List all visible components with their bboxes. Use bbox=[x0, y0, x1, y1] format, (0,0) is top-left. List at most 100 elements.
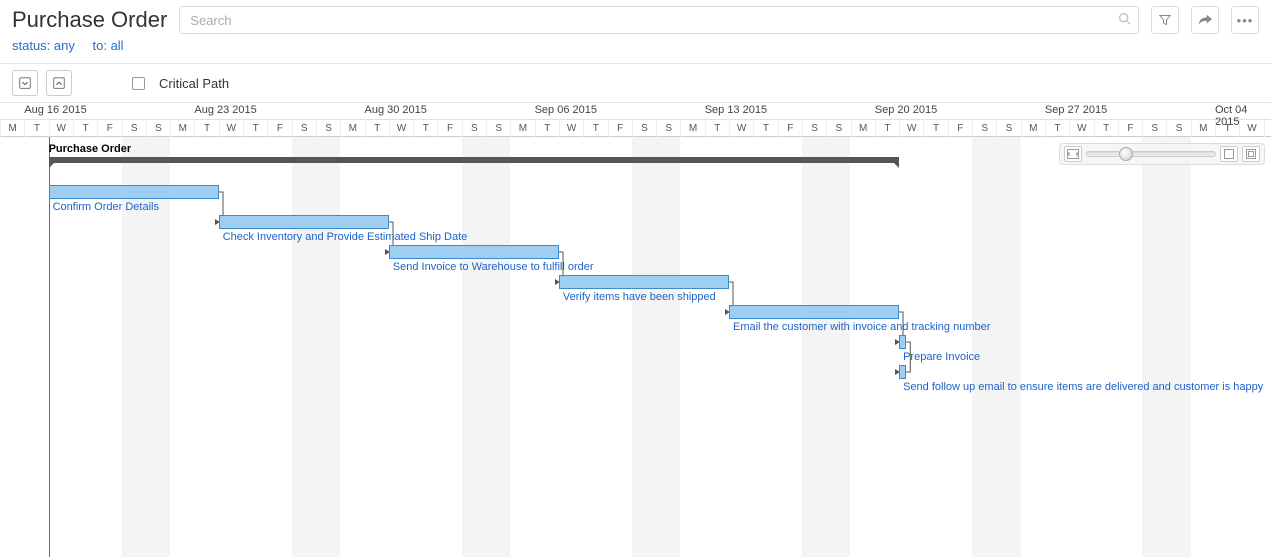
date-header-label: Sep 06 2015 bbox=[535, 104, 597, 116]
day-header-cell: S bbox=[996, 120, 1020, 137]
gantt-timeline: Aug 16 2015 Aug 23 2015 Aug 30 2015 Sep 06 … bbox=[0, 102, 1271, 557]
task-bar[interactable] bbox=[729, 305, 899, 319]
weekend-stripe bbox=[996, 137, 1020, 557]
day-header-cell: W bbox=[219, 120, 243, 137]
task-bar[interactable] bbox=[559, 275, 729, 289]
day-header-cell: T bbox=[413, 120, 437, 137]
day-header-cell: S bbox=[632, 120, 656, 137]
more-button[interactable]: ••• bbox=[1231, 6, 1259, 34]
day-header-cell: F bbox=[778, 120, 802, 137]
day-header-cell: M bbox=[340, 120, 364, 137]
day-header-cell: S bbox=[122, 120, 146, 137]
day-header-cell: S bbox=[972, 120, 996, 137]
task-label: Check Inventory and Provide Estimated Sh… bbox=[223, 231, 468, 243]
task-bar[interactable] bbox=[49, 185, 219, 199]
weekend-stripe bbox=[826, 137, 850, 557]
zoom-expand-button[interactable] bbox=[1242, 146, 1260, 162]
critical-path-checkbox[interactable] bbox=[132, 77, 145, 90]
summary-task-bar[interactable] bbox=[49, 157, 900, 163]
weekend-stripe bbox=[656, 137, 680, 557]
day-header-cell: W bbox=[1069, 120, 1093, 137]
day-header-cell: S bbox=[292, 120, 316, 137]
task-label: Send follow up email to ensure items are… bbox=[903, 381, 1263, 393]
weekend-stripe bbox=[146, 137, 170, 557]
day-header-cell: F bbox=[948, 120, 972, 137]
day-header-cell: S bbox=[146, 120, 170, 137]
collapse-all-button[interactable] bbox=[46, 70, 72, 96]
task-bar[interactable] bbox=[899, 365, 906, 379]
filter-button[interactable] bbox=[1151, 6, 1179, 34]
weekend-stripe bbox=[972, 137, 996, 557]
day-header-cell: M bbox=[0, 120, 24, 137]
today-marker bbox=[49, 137, 50, 557]
day-header-cell: W bbox=[559, 120, 583, 137]
day-header-cell: T bbox=[1094, 120, 1118, 137]
day-header-cell: S bbox=[656, 120, 680, 137]
day-header-cell: S bbox=[1142, 120, 1166, 137]
day-header-cell: W bbox=[1239, 120, 1263, 137]
day-header-cell: T bbox=[243, 120, 267, 137]
page-title: Purchase Order bbox=[12, 7, 167, 33]
weekend-stripe bbox=[316, 137, 340, 557]
weekend-stripe bbox=[122, 137, 146, 557]
task-bar[interactable] bbox=[899, 335, 906, 349]
day-header-cell: M bbox=[510, 120, 534, 137]
day-header-cell: S bbox=[826, 120, 850, 137]
day-header-cell: W bbox=[49, 120, 73, 137]
day-header-cell: T bbox=[875, 120, 899, 137]
day-header-cell: M bbox=[851, 120, 875, 137]
weekend-stripe bbox=[1142, 137, 1166, 557]
day-header-cell: T bbox=[753, 120, 777, 137]
date-header-label: Sep 27 2015 bbox=[1045, 104, 1107, 116]
day-header-cell: F bbox=[1118, 120, 1142, 137]
day-header-cell: T bbox=[194, 120, 218, 137]
weekend-stripe bbox=[1166, 137, 1190, 557]
day-header-cell: F bbox=[608, 120, 632, 137]
share-button[interactable] bbox=[1191, 6, 1219, 34]
critical-path-label: Critical Path bbox=[159, 76, 229, 91]
summary-task-label: Purchase Order bbox=[49, 143, 132, 155]
zoom-fit-button[interactable] bbox=[1064, 146, 1082, 162]
task-bar[interactable] bbox=[219, 215, 389, 229]
zoom-thumb[interactable] bbox=[1119, 147, 1133, 161]
day-header-cell: S bbox=[462, 120, 486, 137]
date-header-label: Sep 13 2015 bbox=[705, 104, 767, 116]
day-header-cell: M bbox=[170, 120, 194, 137]
task-label: Email the customer with invoice and trac… bbox=[733, 321, 990, 333]
day-header-cell: M bbox=[1021, 120, 1045, 137]
task-label: Confirm Order Details bbox=[53, 201, 159, 213]
date-header-label: Aug 30 2015 bbox=[365, 104, 427, 116]
filter-status[interactable]: status: any bbox=[12, 38, 75, 53]
day-header-cell: F bbox=[97, 120, 121, 137]
day-header-cell: T bbox=[1045, 120, 1069, 137]
weekend-stripe bbox=[632, 137, 656, 557]
gantt-body[interactable]: Purchase Order Confirm Order Details Check… bbox=[0, 137, 1271, 557]
day-header-cell: T bbox=[705, 120, 729, 137]
weekend-stripe bbox=[462, 137, 486, 557]
day-header-cell: T bbox=[24, 120, 48, 137]
dates-header-row: Aug 16 2015 Aug 23 2015 Aug 30 2015 Sep 06 … bbox=[0, 103, 1271, 120]
date-header-label: Aug 23 2015 bbox=[194, 104, 256, 116]
day-header-cell: T bbox=[923, 120, 947, 137]
search-icon bbox=[1118, 12, 1131, 28]
day-header-cell: T bbox=[365, 120, 389, 137]
weekend-stripe bbox=[802, 137, 826, 557]
day-header-cell: S bbox=[1166, 120, 1190, 137]
filter-to[interactable]: to: all bbox=[93, 38, 124, 53]
zoom-full-button[interactable] bbox=[1220, 146, 1238, 162]
day-header-cell: W bbox=[389, 120, 413, 137]
task-label: Verify items have been shipped bbox=[563, 291, 716, 303]
date-header-label: Aug 16 2015 bbox=[24, 104, 86, 116]
search-input[interactable] bbox=[179, 6, 1139, 34]
task-label: Prepare Invoice bbox=[903, 351, 980, 363]
day-header-cell: T bbox=[1215, 120, 1239, 137]
zoom-slider[interactable] bbox=[1086, 151, 1216, 157]
day-header-cell: S bbox=[802, 120, 826, 137]
day-header-cell: F bbox=[437, 120, 461, 137]
day-header-cell: T bbox=[1264, 120, 1271, 137]
day-header-cell: W bbox=[899, 120, 923, 137]
day-header-cell: F bbox=[267, 120, 291, 137]
expand-all-button[interactable] bbox=[12, 70, 38, 96]
zoom-control bbox=[1059, 143, 1265, 165]
task-bar[interactable] bbox=[389, 245, 559, 259]
